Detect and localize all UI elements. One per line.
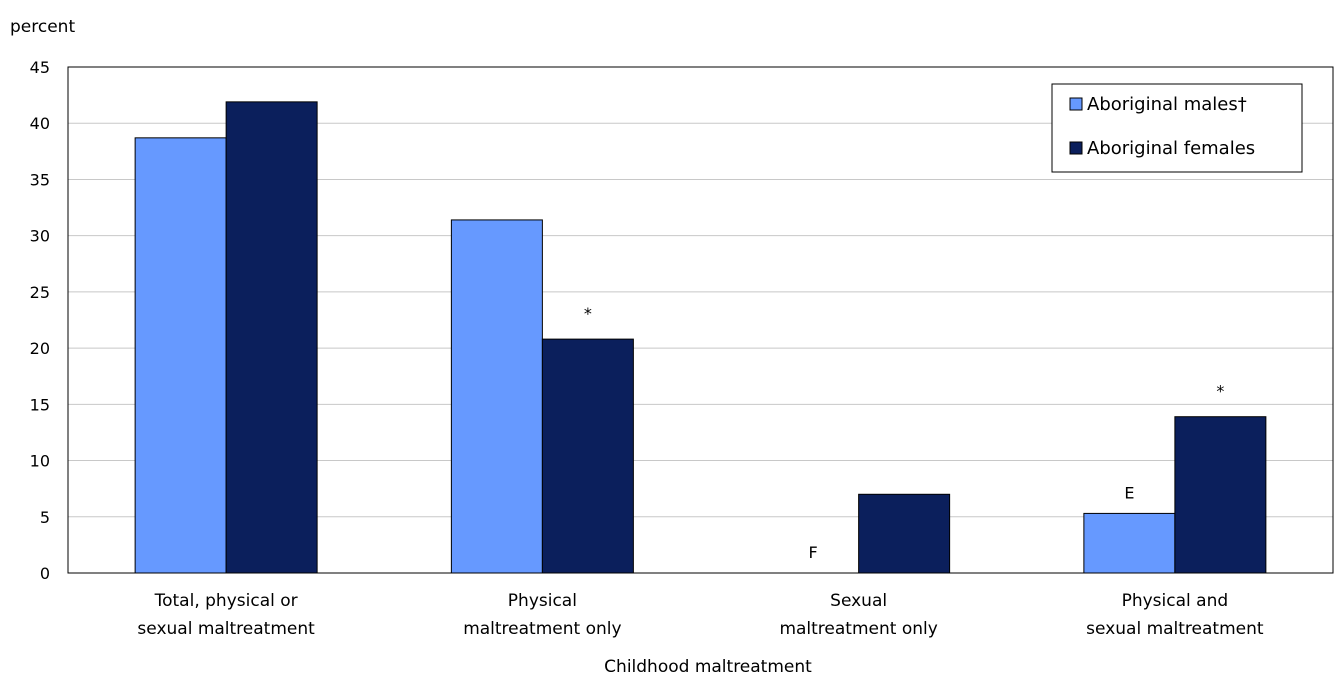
data-note: F	[809, 543, 818, 562]
data-notes: * F E *	[584, 304, 1225, 562]
bar	[858, 493, 951, 574]
y-axis-title: percent	[10, 17, 75, 37]
bar	[541, 338, 634, 574]
bar	[134, 137, 227, 574]
category-label: Total, physical or	[154, 591, 298, 611]
y-tick-label: 15	[30, 395, 50, 414]
y-tick-labels: 0 5 10 15 20 25 30 35 40 45	[30, 58, 50, 583]
legend: Aboriginal males† Aboriginal females	[1051, 83, 1303, 173]
category-label: Physical	[508, 591, 577, 611]
legend-label: Aboriginal females	[1087, 138, 1255, 159]
y-tick-label: 30	[30, 227, 50, 246]
y-tick-label: 10	[30, 452, 50, 471]
data-note: *	[584, 304, 592, 323]
category-label: Sexual	[830, 591, 887, 611]
y-tick-label: 25	[30, 283, 50, 302]
bars	[134, 101, 1267, 574]
category-labels: Total, physical or sexual maltreatment Phy…	[137, 591, 1263, 639]
bar	[1083, 512, 1176, 574]
data-note: *	[1216, 382, 1224, 401]
legend-swatch	[1069, 97, 1083, 111]
legend-swatch	[1069, 141, 1083, 155]
y-tick-label: 45	[30, 58, 50, 77]
x-axis-title: Childhood maltreatment	[604, 657, 812, 677]
category-label: sexual maltreatment	[1086, 619, 1264, 639]
legend-label: Aboriginal males†	[1087, 94, 1247, 115]
y-tick-label: 40	[30, 114, 50, 133]
y-tick-label: 35	[30, 170, 50, 189]
y-tick-label: 20	[30, 339, 50, 358]
category-label: sexual maltreatment	[137, 619, 315, 639]
plot-frame	[67, 66, 1334, 574]
bar	[225, 101, 318, 574]
y-tick-label: 5	[40, 508, 50, 527]
category-label: maltreatment only	[779, 619, 937, 639]
category-label: Physical and	[1122, 591, 1229, 611]
data-note: E	[1124, 483, 1134, 502]
legend-frame	[1051, 83, 1303, 173]
bar	[450, 219, 543, 574]
y-tick-label: 0	[40, 564, 50, 583]
bar	[1174, 416, 1267, 574]
category-label: maltreatment only	[463, 619, 621, 639]
